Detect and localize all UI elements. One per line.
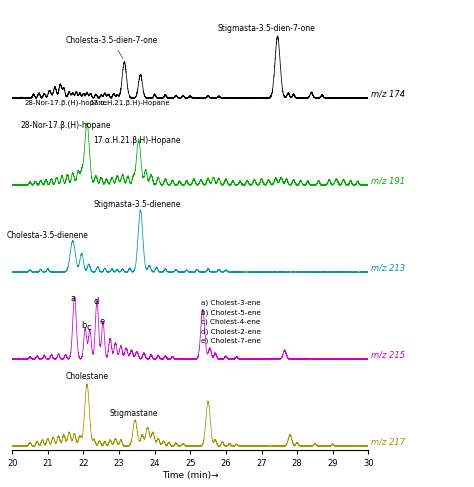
Text: Stigmastane: Stigmastane — [109, 409, 157, 417]
Text: m/z 213: m/z 213 — [371, 263, 405, 272]
Text: Cholesta-3.5-dienene: Cholesta-3.5-dienene — [7, 231, 89, 240]
Text: e: e — [100, 317, 105, 326]
Text: Cholestane: Cholestane — [65, 373, 109, 381]
Text: 28-Nor-17.β.(H)-hopane: 28-Nor-17.β.(H)-hopane — [20, 121, 111, 131]
Text: Stigmasta-3.5-dien-7-one: Stigmasta-3.5-dien-7-one — [218, 24, 316, 33]
Text: m/z 191: m/z 191 — [371, 176, 405, 185]
Text: Cholesta-3.5-dien-7-one: Cholesta-3.5-dien-7-one — [66, 37, 158, 58]
Text: 17.α.H.21.β.H)-Hopane: 17.α.H.21.β.H)-Hopane — [93, 136, 181, 145]
Text: d: d — [93, 297, 99, 306]
Text: m/z 215: m/z 215 — [371, 350, 405, 359]
Text: a) Cholest-3-ene
b) Cholest-5-ene
c) Cholest-4-ene
d) Cholest-2-ene
e) Cholest-7: a) Cholest-3-ene b) Cholest-5-ene c) Cho… — [201, 300, 261, 344]
Text: b: b — [82, 321, 87, 330]
Text: Stigmasta-3.5-dienene: Stigmasta-3.5-dienene — [93, 200, 181, 209]
Text: m/z 217: m/z 217 — [371, 437, 405, 446]
Text: c: c — [86, 323, 91, 332]
Text: m/z 174: m/z 174 — [371, 89, 405, 98]
Text: 28-Nor-17.β.(H)-hopane: 28-Nor-17.β.(H)-hopane — [24, 99, 107, 106]
X-axis label: Time (min)→: Time (min)→ — [162, 471, 219, 480]
Text: a: a — [71, 294, 76, 303]
Text: 17.α.H.21.β.H)-Hopane: 17.α.H.21.β.H)-Hopane — [90, 99, 170, 106]
